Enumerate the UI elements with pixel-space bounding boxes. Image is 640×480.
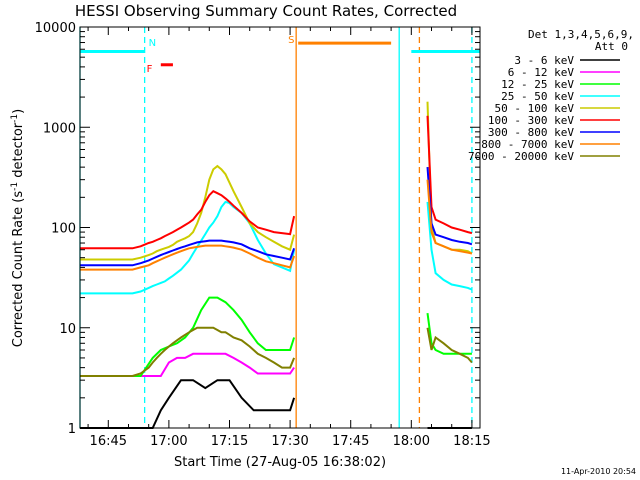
legend-label-5: 100 - 300 keV xyxy=(488,114,574,127)
y-tick-label-0: 1 xyxy=(68,422,76,437)
series-5-line-1 xyxy=(426,115,473,235)
y-axis-label: Corrected Count Rate (s-1 detector-1) xyxy=(10,109,26,347)
legend-label-0: 3 - 6 keV xyxy=(514,54,574,67)
x-tick-label-2: 17:15 xyxy=(211,434,248,449)
legend-header-2: Att 0 xyxy=(595,40,628,53)
y-tick-label-1: 10 xyxy=(59,322,76,337)
series-3-line-1 xyxy=(426,201,473,291)
flag-flare-label: F xyxy=(147,64,153,75)
legend-label-1: 6 - 12 keV xyxy=(508,66,575,79)
series-6-line-1 xyxy=(426,167,473,246)
x-axis-label: Start Time (27-Aug-05 16:38:02) xyxy=(174,455,386,470)
series-5-line-0 xyxy=(80,189,296,250)
series-2-line-0 xyxy=(80,296,296,377)
series-2-line-1 xyxy=(426,312,472,355)
y-axis-label-end: ) xyxy=(11,109,26,114)
footer-timestamp: 11-Apr-2010 20:54 xyxy=(561,467,636,476)
x-tick-label-1: 17:00 xyxy=(150,434,187,449)
series-8-line-0 xyxy=(80,326,296,377)
y-axis-label-exp2: -1 xyxy=(10,114,20,123)
y-tick-label-2: 100 xyxy=(51,222,76,237)
legend-label-7: 800 - 7000 keV xyxy=(481,138,574,151)
legend-label-3: 25 - 50 keV xyxy=(501,90,574,103)
series-8-line-1 xyxy=(426,327,473,364)
y-tick-label-3: 1000 xyxy=(43,121,76,136)
series-4-line-0 xyxy=(80,164,296,261)
y-tick-label-4: 10000 xyxy=(35,21,76,36)
series-7-line-1 xyxy=(426,179,473,255)
legend-label-2: 12 - 25 keV xyxy=(501,78,574,91)
flag-saa-s-label: S xyxy=(288,35,294,46)
plot-area: N F S 16:45 17:00 17:15 17:30 17:45 18:00 18:15 1 1… xyxy=(35,21,491,449)
legend-header-1: Det 1,3,4,5,6,9, xyxy=(528,28,634,41)
legend-label-4: 50 - 100 keV xyxy=(495,102,575,115)
x-tick-label-0: 16:45 xyxy=(90,434,127,449)
legend-label-8: 7000 - 20000 keV xyxy=(468,150,574,163)
legend-label-6: 300 - 800 keV xyxy=(488,126,574,139)
y-axis-label-mid: detector xyxy=(11,122,26,182)
series-3-line-0 xyxy=(80,200,296,295)
series-0-line-0 xyxy=(80,379,296,429)
y-axis-label-main: Corrected Count Rate (s xyxy=(11,191,26,348)
series-7-line-0 xyxy=(80,244,296,271)
x-tick-label-4: 17:45 xyxy=(332,434,369,449)
series-1-line-0 xyxy=(80,352,295,377)
chart-title: HESSI Observing Summary Count Rates, Cor… xyxy=(75,2,457,20)
x-tick-label-5: 18:00 xyxy=(393,434,430,449)
x-tick-label-6: 18:15 xyxy=(453,434,490,449)
flag-night-label: N xyxy=(149,38,156,49)
y-axis-label-exp1: -1 xyxy=(10,182,20,191)
series-6-line-0 xyxy=(80,239,296,267)
x-tick-label-3: 17:30 xyxy=(271,434,308,449)
